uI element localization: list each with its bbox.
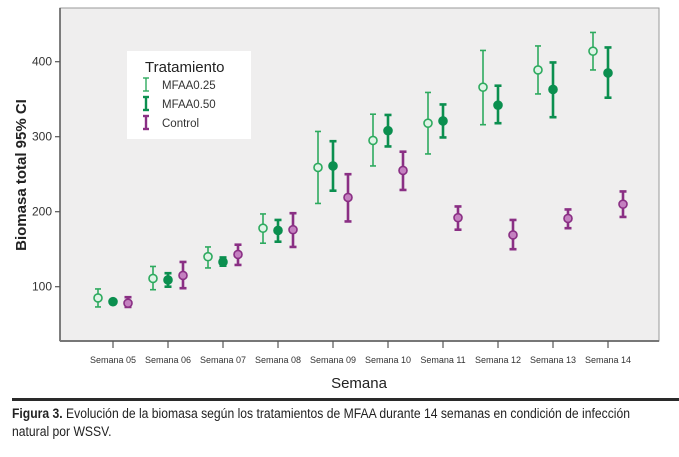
mean-point (288, 224, 298, 235)
error-bar-mfaa0-25 (533, 45, 543, 95)
mean-point (588, 46, 598, 57)
y-tick-label: 300 (32, 130, 52, 144)
error-bar-mfaa0-25 (313, 130, 323, 205)
mean-point (218, 257, 228, 267)
x-tick-label: Semana 07 (200, 355, 246, 365)
error-bar-control (233, 243, 243, 267)
mean-point (423, 118, 433, 128)
error-bar-mfaa0-50 (548, 61, 558, 119)
y-tick-label: 200 (32, 205, 52, 219)
error-bar-control (618, 190, 628, 219)
x-axis-title: Semana (331, 375, 388, 392)
legend-item: MFAA0.50 (143, 95, 216, 112)
legend-label: MFAA0.25 (162, 80, 216, 92)
error-bar-control (398, 150, 408, 192)
mean-point (148, 273, 158, 284)
mean-point (453, 212, 463, 223)
mean-point (203, 251, 213, 262)
error-bar-mfaa0-50 (163, 271, 173, 289)
error-bars (93, 31, 628, 309)
y-axis-title: Biomasa total 95% CI (13, 99, 30, 251)
caption-rule (12, 398, 679, 401)
x-ticks: Semana 05 Semana 06 Semana 07 Semana 08 Sema… (90, 341, 631, 365)
mean-point (508, 230, 518, 240)
legend-label: Control (162, 118, 199, 130)
error-bar-mfaa0-50 (218, 256, 228, 268)
x-tick-label: Semana 09 (310, 355, 356, 365)
caption-label: Figura 3. (12, 406, 63, 421)
mean-point (603, 68, 613, 78)
legend-items: MFAA0.25 MFAA0.50 Control (143, 77, 216, 131)
error-bar-mfaa0-25 (588, 31, 598, 71)
x-tick-label: Semana 08 (255, 355, 301, 365)
y-ticks: 100 200 300 400 (32, 55, 60, 294)
x-tick-label: Semana 12 (475, 355, 521, 365)
mean-point (328, 161, 338, 171)
error-bar-mfaa0-50 (493, 84, 503, 125)
legend-label: MFAA0.50 (162, 99, 216, 111)
x-tick-label: Semana 10 (365, 355, 411, 365)
x-tick-label: Semana 14 (585, 355, 631, 365)
x-tick-label: Semana 05 (90, 355, 136, 365)
error-bar-mfaa0-25 (368, 113, 378, 167)
mean-point (178, 270, 188, 281)
y-tick-label: 100 (32, 280, 52, 294)
mean-point (258, 223, 268, 233)
error-bar-mfaa0-25 (93, 288, 103, 308)
legend-item: Control (143, 114, 199, 131)
error-bar-mfaa0-25 (258, 213, 268, 244)
legend: Tratamiento MFAA0.25 MFAA0.50 Control (127, 51, 251, 139)
mean-point (398, 165, 408, 176)
mean-point (478, 82, 488, 92)
mean-point (618, 199, 628, 209)
mean-point (383, 125, 393, 136)
mean-point (93, 293, 103, 303)
y-tick-label: 400 (32, 55, 52, 69)
mean-point (438, 116, 448, 126)
chart: 100 200 300 400 Semana 05 Semana 06 Semana 07… (13, 7, 660, 392)
mean-point (273, 225, 283, 236)
error-bar-control (123, 295, 133, 309)
mean-point (313, 162, 323, 173)
mean-point (343, 192, 353, 203)
error-bar-mfaa0-25 (478, 49, 488, 126)
x-tick-label: Semana 13 (530, 355, 576, 365)
error-bar-control (563, 208, 573, 230)
mean-point (233, 249, 243, 260)
mean-point (123, 298, 133, 309)
error-bar-mfaa0-50 (273, 218, 283, 243)
error-bar-mfaa0-50 (603, 46, 613, 99)
mean-point (493, 100, 503, 110)
error-bar-control (178, 260, 188, 290)
figure-caption: Figura 3. Evolución de la biomasa según … (12, 405, 669, 441)
caption-text: Evolución de la biomasa según los tratam… (12, 406, 630, 439)
error-bar-control (343, 172, 353, 223)
legend-box (127, 51, 251, 139)
mean-point (108, 296, 118, 307)
error-bar-control (288, 211, 298, 249)
legend-item: MFAA0.25 (143, 77, 216, 92)
mean-point (548, 84, 558, 95)
error-bar-mfaa0-50 (383, 113, 393, 148)
error-bar-mfaa0-25 (148, 265, 158, 291)
error-bar-control (508, 218, 518, 251)
error-bar-control (453, 205, 463, 231)
error-bar-mfaa0-25 (423, 91, 433, 155)
mean-point (163, 275, 173, 285)
legend-title: Tratamiento (145, 59, 224, 76)
error-bar-mfaa0-25 (203, 246, 213, 269)
x-tick-label: Semana 11 (420, 355, 465, 365)
mean-point (368, 135, 378, 146)
error-bar-mfaa0-50 (108, 296, 118, 307)
error-bar-mfaa0-50 (438, 103, 448, 139)
error-bar-mfaa0-50 (328, 139, 338, 192)
mean-point (563, 213, 573, 224)
x-tick-label: Semana 06 (145, 355, 191, 365)
mean-point (533, 65, 543, 75)
